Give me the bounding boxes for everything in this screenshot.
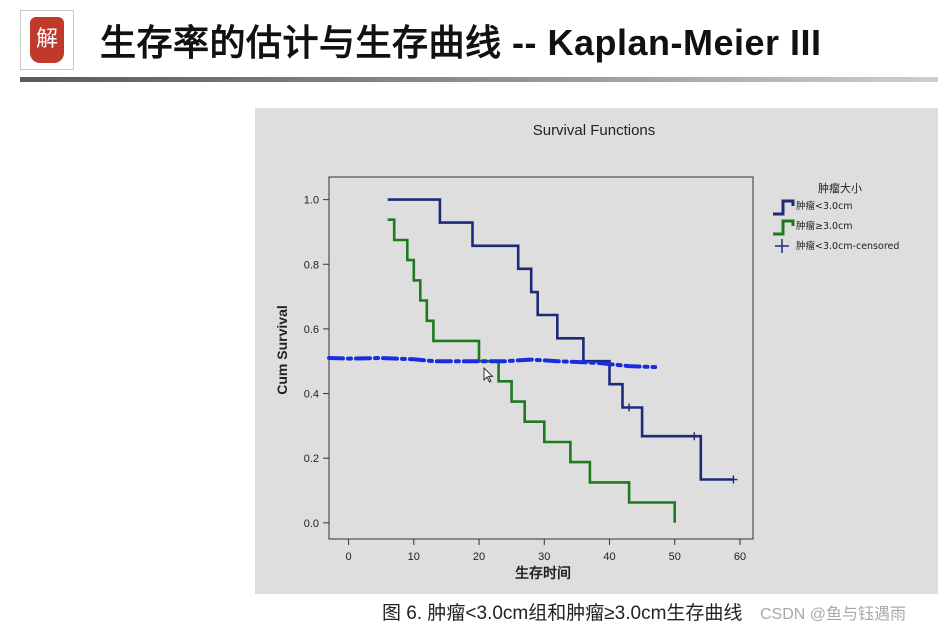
legend-swatch-lt3	[773, 199, 795, 216]
legend-label-censored: 肿瘤<3.0cm-censored	[796, 240, 899, 252]
y-tick-label: 0.2	[304, 453, 319, 465]
slide-title: 生存率的估计与生存曲线 -- Kaplan-Meier III	[100, 22, 822, 63]
logo: 解	[20, 10, 74, 70]
x-axis-label: 生存时间	[515, 565, 571, 582]
x-tick-label: 20	[473, 551, 485, 563]
x-tick-label: 10	[408, 551, 420, 563]
y-axis-label: Cum Survival	[274, 305, 290, 394]
y-tick-label: 1.0	[304, 195, 319, 207]
legend-title: 肿瘤大小	[818, 181, 862, 195]
watermark: CSDN @鱼与钰遇雨	[760, 606, 907, 623]
seal-icon: 解	[30, 17, 64, 63]
chart-title: Survival Functions	[533, 122, 656, 139]
legend-swatch-ge3	[773, 219, 795, 236]
y-tick-label: 0.6	[304, 324, 319, 336]
survival-curve-series-0	[387, 198, 734, 481]
x-tick-label: 30	[538, 551, 550, 563]
x-tick-label: 40	[603, 551, 615, 563]
plot-area	[328, 176, 754, 540]
mouse-pointer-icon	[483, 367, 494, 383]
median-annotation-line	[327, 356, 658, 370]
figure-caption: 图 6. 肿瘤<3.0cm组和肿瘤≥3.0cm生存曲线	[382, 603, 743, 624]
legend: 肿瘤大小 肿瘤<3.0cm 肿瘤≥3.0cm 肿瘤<3.0cm-censored	[773, 181, 899, 253]
x-tick-label: 50	[669, 551, 681, 563]
survival-chart: Survival Functions 0.0 0.2 0.4 0.6 0.8 1.0 0 10…	[274, 122, 899, 582]
y-tick-label: 0.8	[304, 259, 319, 271]
censored-marker	[729, 475, 738, 484]
legend-label-ge3: 肿瘤≥3.0cm	[796, 220, 853, 232]
legend-label-lt3: 肿瘤<3.0cm	[796, 200, 853, 212]
y-tick-label: 0.4	[304, 389, 319, 401]
chart-panel: Survival Functions 0.0 0.2 0.4 0.6 0.8 1.0 0 10…	[255, 108, 938, 594]
censored-marker	[690, 432, 699, 441]
x-tick-label: 0	[346, 551, 352, 563]
title-divider	[20, 77, 938, 82]
censored-marker	[625, 403, 634, 412]
legend-swatch-censored	[775, 239, 789, 253]
x-tick-label: 60	[734, 551, 746, 563]
y-tick-label: 0.0	[304, 518, 319, 530]
